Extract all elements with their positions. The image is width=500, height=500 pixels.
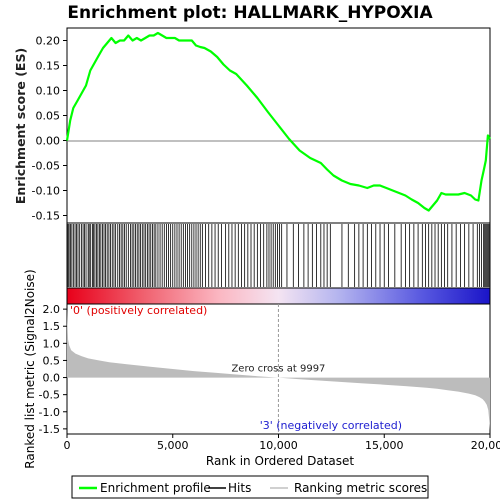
metric-y-tick-label: 0.5	[43, 354, 61, 367]
x-tick-label: 0	[64, 439, 71, 452]
metric-y-tick-label: 1.0	[43, 337, 61, 350]
x-tick-label: 5,000	[157, 439, 189, 452]
ranking-metric-area	[67, 309, 490, 431]
es-y-axis-label: Enrichment score (ES)	[13, 48, 28, 204]
legend-hits-label: Hits	[228, 481, 251, 495]
es-y-tick-label: -0.10	[32, 185, 60, 198]
metric-y-tick-label: 1.5	[43, 320, 61, 333]
metric-y-tick-label: -1.0	[39, 406, 60, 419]
es-y-tick-label: -0.05	[32, 160, 60, 173]
x-tick-label: 10,000	[259, 439, 298, 452]
es-y-axis: -0.15 -0.10 -0.05 0.00 0.05 0.10 0.15 0.20	[32, 35, 67, 223]
es-y-tick-label: 0.20	[36, 35, 61, 48]
legend-enrichment-label: Enrichment profile	[100, 481, 211, 495]
x-tick-label: 15,000	[365, 439, 404, 452]
metric-y-axis: -1.5 -1.0 -0.5 0.0 0.5 1.0 1.5 2.0	[39, 303, 67, 436]
ranked-list-heatbar	[66, 287, 491, 305]
metric-panel: Zero cross at 9997 '0' (positively corre…	[23, 269, 500, 468]
x-axis-label: Rank in Ordered Dataset	[206, 454, 354, 468]
es-y-tick-label: 0.05	[36, 110, 61, 123]
x-tick-label: 20,000	[471, 439, 500, 452]
metric-y-tick-label: -0.5	[39, 389, 60, 402]
enrichment-profile-line	[65, 31, 491, 212]
hits-panel	[66, 222, 491, 289]
es-y-tick-label: -0.15	[32, 210, 60, 223]
es-y-tick-label: 0.10	[36, 85, 61, 98]
metric-y-tick-label: 2.0	[43, 303, 61, 316]
zero-cross-label: Zero cross at 9997	[231, 364, 325, 375]
positive-correlation-label: '0' (positively correlated)	[70, 304, 207, 317]
es-y-tick-label: 0.15	[36, 60, 61, 73]
negative-correlation-label: '3' (negatively correlated)	[260, 419, 402, 432]
legend: Enrichment profile Hits Ranking metric s…	[71, 475, 429, 499]
legend-box	[71, 475, 429, 499]
hits-markers	[66, 224, 490, 287]
metric-y-axis-label: Ranked list metric (Signal2Noise)	[23, 269, 37, 468]
es-y-tick-label: 0.00	[36, 135, 61, 148]
legend-metric-label: Ranking metric scores	[294, 481, 427, 495]
chart-title: Enrichment plot: HALLMARK_HYPOXIA	[67, 3, 433, 23]
metric-y-tick-label: 0.0	[43, 372, 61, 385]
metric-y-tick-label: -1.5	[39, 423, 60, 436]
rank-x-axis: 0 5,000 10,000 15,000 20,000	[64, 434, 500, 452]
es-panel: -0.15 -0.10 -0.05 0.00 0.05 0.10 0.15 0.20 Enri…	[13, 27, 491, 224]
